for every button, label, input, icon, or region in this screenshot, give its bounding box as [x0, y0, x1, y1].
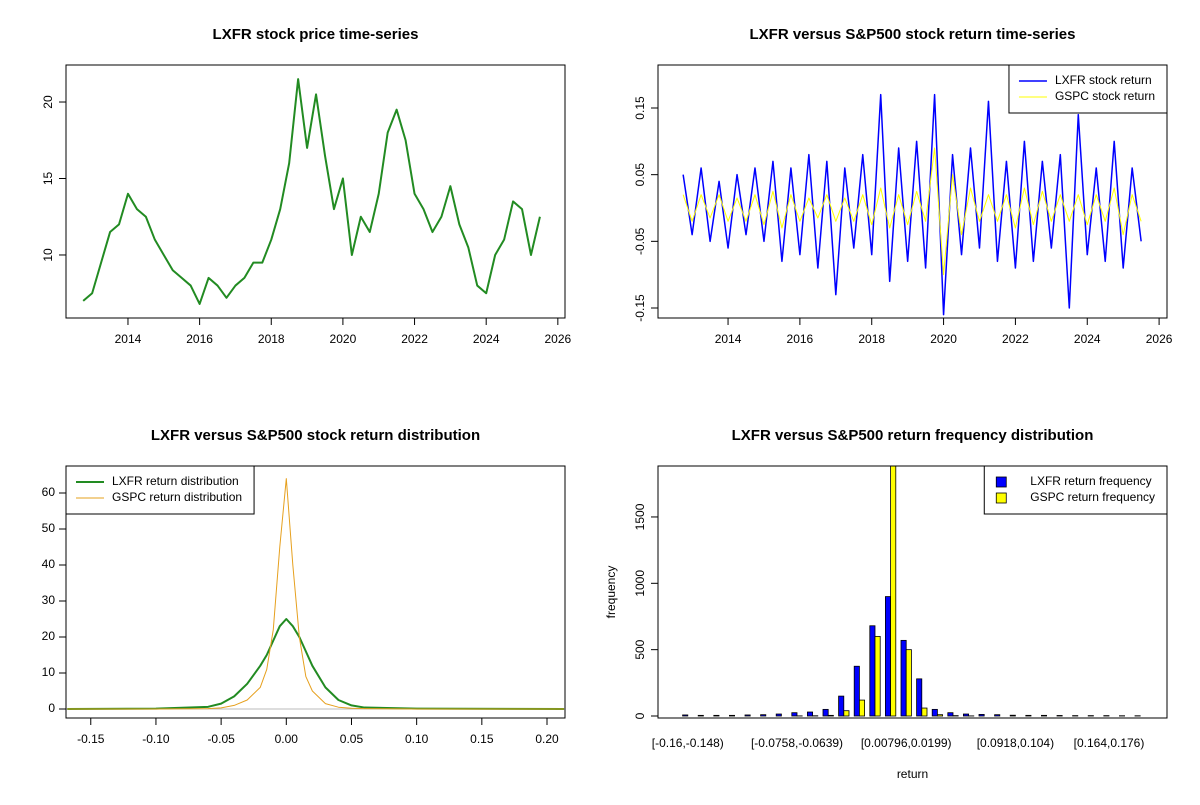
- chart-title: LXFR stock price time-series: [213, 26, 419, 43]
- y-tick-label: 15: [41, 172, 55, 186]
- legend-label: GSPC return frequency: [1030, 490, 1155, 504]
- y-tick-label: 20: [41, 95, 55, 109]
- bar: [917, 679, 922, 716]
- bar: [1057, 715, 1062, 716]
- legend-swatch: [996, 477, 1006, 487]
- bar: [875, 636, 880, 716]
- x-tick-label: 2026: [1146, 332, 1173, 346]
- bar: [885, 597, 890, 716]
- bar: [1041, 715, 1046, 716]
- x-tick-label: 0.10: [405, 732, 429, 746]
- x-tick-label: 0.15: [470, 732, 494, 746]
- legend-label: LXFR return distribution: [112, 474, 239, 488]
- x-tick-label: -0.05: [207, 732, 235, 746]
- x-tick-label: 2014: [715, 332, 742, 346]
- bar: [937, 715, 942, 716]
- legend-label: LXFR stock return: [1055, 73, 1152, 87]
- bar: [761, 715, 766, 716]
- bar: [979, 714, 984, 716]
- legend-label: GSPC return distribution: [112, 490, 242, 504]
- y-tick-label: -0.15: [633, 294, 647, 322]
- legend: LXFR stock return GSPC stock return: [1009, 65, 1167, 113]
- bar: [839, 696, 844, 716]
- x-tick-label: 2022: [401, 332, 428, 346]
- y-tick-label: 20: [42, 629, 56, 643]
- y-tick-label: -0.05: [633, 227, 647, 255]
- x-tick-label: 2016: [186, 332, 213, 346]
- bar: [870, 626, 875, 716]
- bar: [906, 650, 911, 716]
- y-tick-label: 40: [42, 557, 56, 571]
- bar: [948, 713, 953, 716]
- x-tick-label: 2018: [858, 332, 885, 346]
- y-axis-label: frequency: [604, 566, 618, 619]
- x-tick-label: [-0.0758,-0.0639): [751, 736, 843, 750]
- bar: [828, 715, 833, 716]
- chart-title: LXFR versus S&P500 stock return time-ser…: [750, 26, 1076, 43]
- bar: [1026, 715, 1031, 716]
- y-tick-label: 10: [41, 248, 55, 262]
- x-tick-label: [0.0918,0.104): [977, 736, 1054, 750]
- x-tick-label: 2024: [1074, 332, 1101, 346]
- bar: [698, 715, 703, 716]
- y-tick-label: 1000: [633, 570, 647, 597]
- series-line: [83, 79, 540, 304]
- y-tick-label: 500: [633, 639, 647, 659]
- y-tick-label: 50: [42, 521, 56, 535]
- y-tick-label: 0.15: [633, 96, 647, 120]
- x-tick-label: 2014: [115, 332, 142, 346]
- x-tick-label: [0.164,0.176): [1074, 736, 1145, 750]
- x-tick-label: [0.00796,0.0199): [861, 736, 952, 750]
- x-tick-label: 0.05: [340, 732, 364, 746]
- bar: [776, 714, 781, 716]
- bar: [963, 714, 968, 716]
- bar: [807, 712, 812, 716]
- legend-label: LXFR return frequency: [1030, 474, 1151, 488]
- chart-title: LXFR versus S&P500 return frequency dist…: [732, 427, 1094, 444]
- x-tick-label: 2016: [787, 332, 814, 346]
- bar: [1010, 715, 1015, 716]
- x-tick-label: -0.10: [142, 732, 170, 746]
- bar: [859, 700, 864, 716]
- y-tick-label: 0: [48, 701, 55, 715]
- x-axis-label: return: [897, 767, 928, 781]
- x-tick-label: 2026: [544, 332, 571, 346]
- bar: [792, 713, 797, 716]
- bar: [729, 715, 734, 716]
- bar: [844, 711, 849, 716]
- bar: [714, 715, 719, 716]
- bar: [854, 666, 859, 716]
- bar: [823, 709, 828, 716]
- y-tick-label: 1500: [633, 503, 647, 530]
- x-tick-label: 0.00: [275, 732, 299, 746]
- y-tick-label: 10: [42, 665, 56, 679]
- bar: [901, 640, 906, 716]
- bar: [922, 708, 927, 716]
- bar: [683, 715, 688, 716]
- y-tick-label: 30: [42, 593, 56, 607]
- bar: [995, 715, 1000, 716]
- x-tick-label: -0.15: [77, 732, 105, 746]
- x-tick-label: 2018: [258, 332, 285, 346]
- series-line: [67, 619, 564, 709]
- x-tick-label: 2020: [330, 332, 357, 346]
- bar: [932, 709, 937, 716]
- x-tick-label: 2020: [930, 332, 957, 346]
- x-tick-label: 2022: [1002, 332, 1029, 346]
- y-tick-label: 0: [633, 712, 647, 719]
- bar: [745, 715, 750, 716]
- y-tick-label: 0.05: [633, 163, 647, 187]
- chart-title: LXFR versus S&P500 stock return distribu…: [151, 427, 480, 444]
- bar: [891, 424, 896, 716]
- x-tick-label: 0.20: [535, 732, 559, 746]
- x-tick-label: [-0.16,-0.148): [652, 736, 724, 750]
- legend-swatch: [996, 493, 1006, 503]
- y-tick-label: 60: [42, 485, 56, 499]
- legend: LXFR return frequency GSPC return frequen…: [984, 466, 1167, 514]
- x-tick-label: 2024: [473, 332, 500, 346]
- legend-label: GSPC stock return: [1055, 89, 1155, 103]
- legend: LXFR return distribution GSPC return dist…: [66, 466, 254, 514]
